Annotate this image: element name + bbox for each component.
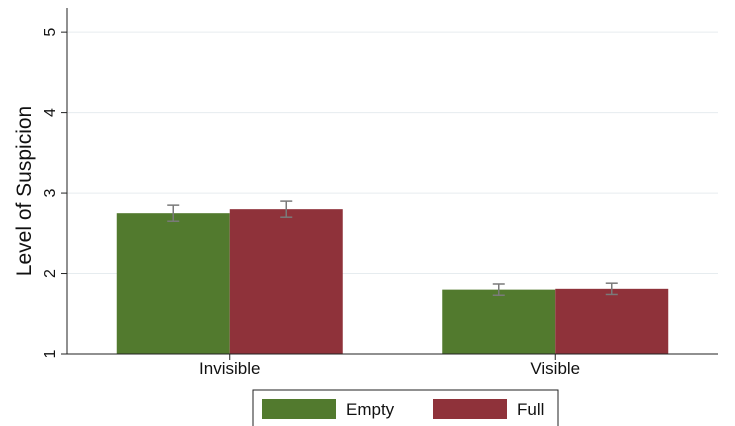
x-ticks: Invisible Visible	[199, 354, 580, 378]
y-tick-label: 5	[42, 28, 59, 37]
y-tick-label: 1	[42, 349, 59, 358]
grid-lines	[67, 31, 718, 275]
y-tick-label: 2	[42, 269, 59, 278]
legend-label: Full	[517, 400, 544, 419]
bar-empty-visible	[442, 289, 556, 354]
y-ticks: 1 2 3 4 5	[42, 28, 67, 358]
legend-swatch-empty	[262, 399, 336, 419]
y-tick-label: 3	[42, 189, 59, 198]
legend-swatch-full	[433, 399, 507, 419]
bar-full-invisible	[229, 209, 343, 354]
bar-empty-invisible	[116, 213, 230, 354]
bars	[116, 209, 669, 354]
y-tick-label: 4	[42, 108, 59, 117]
x-tick-label: Visible	[530, 359, 580, 378]
error-bars	[167, 200, 618, 297]
y-axis-label: Level of Suspicion	[13, 106, 36, 276]
legend-label: Empty	[346, 400, 395, 419]
legend: Empty Full	[252, 389, 559, 426]
bar-full-visible	[555, 288, 669, 354]
x-tick-label: Invisible	[199, 359, 260, 378]
